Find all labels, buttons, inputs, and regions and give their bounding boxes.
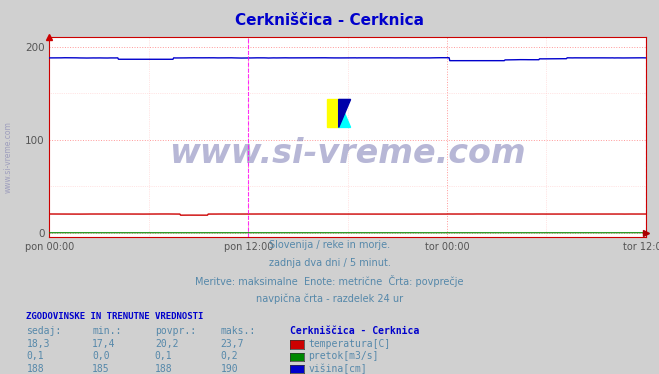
Text: pretok[m3/s]: pretok[m3/s] xyxy=(308,352,379,361)
Text: www.si-vreme.com: www.si-vreme.com xyxy=(3,121,13,193)
Text: Cerkniščica - Cerknica: Cerkniščica - Cerknica xyxy=(235,13,424,28)
Polygon shape xyxy=(339,99,351,128)
Text: Slovenija / reke in morje.: Slovenija / reke in morje. xyxy=(269,240,390,250)
Text: 17,4: 17,4 xyxy=(92,339,116,349)
Text: 188: 188 xyxy=(26,364,44,374)
Text: 0,0: 0,0 xyxy=(92,352,110,361)
Text: Meritve: maksimalne  Enote: metrične  Črta: povprečje: Meritve: maksimalne Enote: metrične Črta… xyxy=(195,275,464,287)
Text: 0,1: 0,1 xyxy=(155,352,173,361)
Text: sedaj:: sedaj: xyxy=(26,326,61,336)
Text: 23,7: 23,7 xyxy=(221,339,244,349)
Text: temperatura[C]: temperatura[C] xyxy=(308,339,391,349)
Text: maks.:: maks.: xyxy=(221,326,256,336)
Bar xyxy=(327,99,339,128)
Polygon shape xyxy=(339,99,351,128)
Text: ZGODOVINSKE IN TRENUTNE VREDNOSTI: ZGODOVINSKE IN TRENUTNE VREDNOSTI xyxy=(26,312,204,321)
Text: www.si-vreme.com: www.si-vreme.com xyxy=(169,137,526,170)
Text: 190: 190 xyxy=(221,364,239,374)
Text: zadnja dva dni / 5 minut.: zadnja dva dni / 5 minut. xyxy=(269,258,390,268)
Text: 0,1: 0,1 xyxy=(26,352,44,361)
Text: navpična črta - razdelek 24 ur: navpična črta - razdelek 24 ur xyxy=(256,294,403,304)
Text: min.:: min.: xyxy=(92,326,122,336)
Text: 18,3: 18,3 xyxy=(26,339,50,349)
Text: 0,2: 0,2 xyxy=(221,352,239,361)
Text: 188: 188 xyxy=(155,364,173,374)
Text: Cerkniščica - Cerknica: Cerkniščica - Cerknica xyxy=(290,326,419,336)
Text: višina[cm]: višina[cm] xyxy=(308,364,367,374)
Text: povpr.:: povpr.: xyxy=(155,326,196,336)
Text: 185: 185 xyxy=(92,364,110,374)
Text: 20,2: 20,2 xyxy=(155,339,179,349)
